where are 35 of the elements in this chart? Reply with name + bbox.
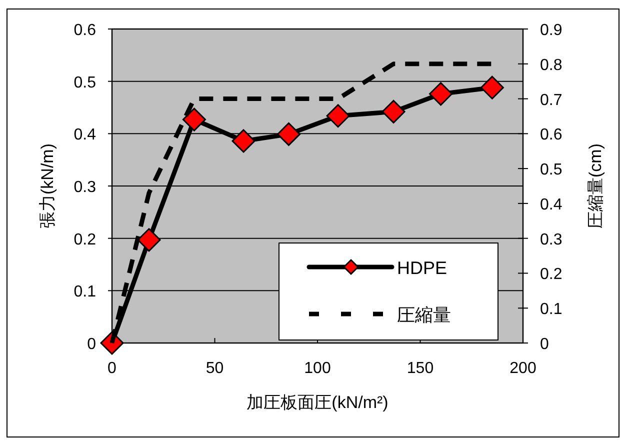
y2-tick-label: 0.7 [540, 92, 562, 109]
y2-axis-title: 圧縮量(cm) [586, 144, 605, 228]
y2-tick-label: 0.1 [540, 301, 562, 318]
point [382, 100, 406, 124]
x-axis-title: 加圧板面圧(kN/m²) [246, 393, 388, 412]
point [232, 129, 256, 153]
point [480, 76, 504, 100]
x-tick-label: 0 [108, 360, 117, 377]
y-tick-label: 0 [87, 336, 96, 353]
y-tick-label: 0.2 [74, 231, 96, 248]
y-tick-label: 0.1 [74, 284, 96, 301]
y2-tick-label: 0.4 [540, 196, 562, 214]
y2-tick-label: 0.9 [540, 22, 562, 39]
x-tick-label: 100 [304, 360, 331, 377]
point [137, 228, 161, 252]
y2-tick-label: 0.6 [540, 126, 562, 144]
point [429, 82, 453, 106]
y2-tick-label: 0.3 [540, 231, 562, 248]
point [182, 108, 206, 132]
x-tick-label: 50 [206, 360, 224, 377]
y2-tick-label: 0 [540, 336, 549, 353]
legend-label: HDPE [397, 258, 448, 278]
y-tick-label: 0.6 [74, 22, 96, 39]
x-tick-label: 150 [406, 360, 434, 377]
legend-label: 圧縮量 [397, 305, 451, 325]
x-tick-label: 200 [510, 360, 536, 377]
y-axis-title: 張力(kN/m) [38, 144, 57, 228]
y2-tick-label: 0.5 [540, 162, 562, 179]
point [276, 122, 300, 146]
y-tick-label: 0.4 [74, 126, 96, 144]
point [326, 104, 350, 128]
y-tick-label: 0.3 [74, 179, 96, 196]
y2-tick-label: 0.2 [540, 266, 562, 284]
y-tick-label: 0.5 [74, 74, 96, 92]
y2-tick-label: 0.8 [540, 56, 562, 74]
